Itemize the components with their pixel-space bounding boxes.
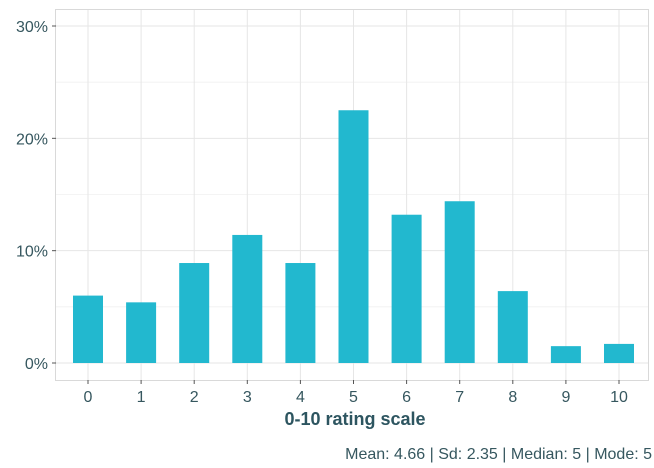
bar-7 xyxy=(444,201,475,363)
x-tick-label: 7 xyxy=(455,389,464,406)
y-axis-ticks: 0% 10% 20% 30% xyxy=(16,19,56,373)
x-axis-ticks: 0 1 2 3 4 5 6 7 8 9 10 xyxy=(84,380,628,406)
y-tick-label: 20% xyxy=(16,131,48,148)
y-tick-label: 30% xyxy=(16,19,48,36)
bar-5 xyxy=(338,110,369,363)
x-tick-label: 3 xyxy=(243,389,252,406)
x-tick-label: 9 xyxy=(561,389,570,406)
bar-2 xyxy=(179,263,210,363)
x-tick-label: 2 xyxy=(190,389,199,406)
bar-10 xyxy=(604,343,634,363)
x-axis-title: 0-10 rating scale xyxy=(284,409,425,429)
x-tick-label: 1 xyxy=(137,389,146,406)
bar-8 xyxy=(497,291,528,363)
bar-0 xyxy=(73,295,103,363)
x-tick-label: 10 xyxy=(610,389,628,406)
bar-4 xyxy=(285,263,316,363)
plot-panel xyxy=(55,9,649,381)
bars xyxy=(73,110,634,363)
x-tick-label: 8 xyxy=(508,389,517,406)
bar-1 xyxy=(126,302,157,363)
bar-3 xyxy=(232,234,263,363)
bar-9 xyxy=(550,346,581,363)
y-tick-label: 0% xyxy=(25,356,48,373)
bar-6 xyxy=(391,214,422,363)
x-tick-label: 0 xyxy=(84,389,93,406)
x-tick-label: 4 xyxy=(296,389,305,406)
y-tick-label: 10% xyxy=(16,244,48,261)
summary-caption: Mean: 4.66 | Sd: 2.35 | Median: 5 | Mode… xyxy=(345,446,652,463)
x-tick-label: 5 xyxy=(349,389,358,406)
x-tick-label: 6 xyxy=(402,389,411,406)
